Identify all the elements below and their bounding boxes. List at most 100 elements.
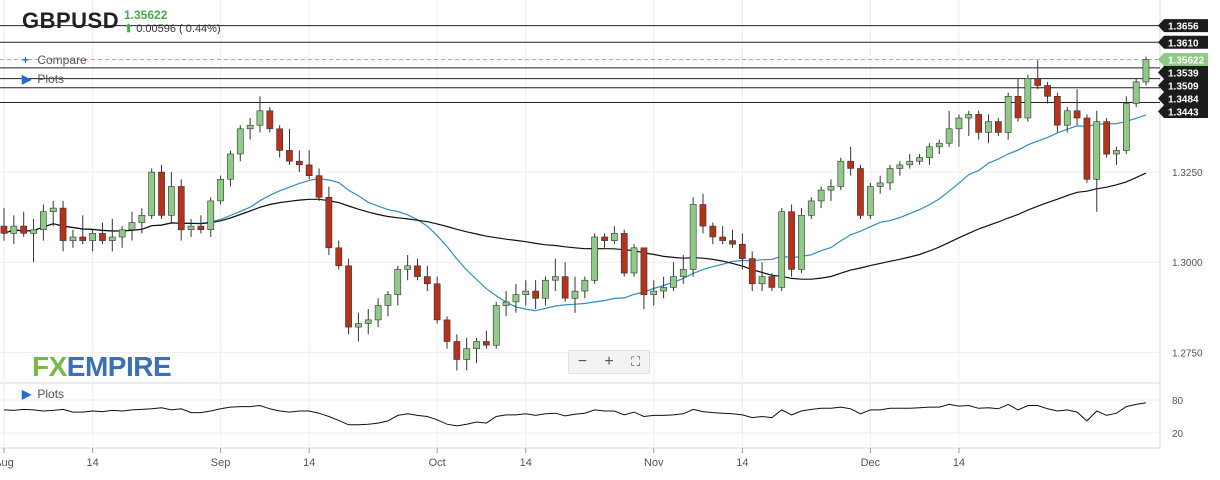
candle	[0, 208, 8, 241]
tag-shape	[1158, 19, 1208, 33]
candle	[620, 229, 628, 277]
candle	[433, 276, 441, 324]
candle	[719, 226, 726, 245]
candle-body	[906, 160, 914, 166]
candle-body	[492, 305, 500, 346]
candle-body	[227, 153, 234, 180]
candle-body	[89, 233, 96, 241]
candle-body	[10, 225, 18, 234]
candle	[1024, 74, 1032, 122]
candle-body	[236, 128, 244, 155]
zoom-out-button[interactable]: −	[577, 353, 588, 370]
fullscreen-button[interactable]: ⛶	[631, 354, 641, 369]
candle	[482, 330, 490, 349]
candle-body	[266, 110, 274, 130]
candle	[158, 164, 165, 219]
price-level-tags: 1.3656 1.3610 1.35622 1.3539 1.3509 1.3484 1.3…	[1158, 19, 1208, 118]
candle	[207, 197, 215, 237]
candle-body	[719, 236, 726, 241]
zoom-in-button[interactable]: +	[604, 353, 614, 370]
candle-body	[473, 341, 480, 349]
time-tick-label: Oct	[429, 457, 446, 469]
candle-body	[217, 179, 224, 202]
candle	[39, 204, 47, 241]
candle	[276, 125, 284, 158]
price-level-tag: 1.3610	[1158, 35, 1208, 49]
candle-body	[512, 294, 520, 303]
candle	[10, 215, 18, 245]
tag-label: 1.3656	[1168, 22, 1199, 33]
candle-body	[1014, 96, 1022, 119]
candle-body	[59, 207, 67, 241]
candle-body	[768, 276, 776, 288]
candle-body	[601, 236, 608, 241]
candle	[394, 265, 402, 306]
candle-body	[709, 225, 717, 238]
plots-control[interactable]: ▶ Plots	[22, 72, 64, 86]
candle	[935, 139, 943, 155]
candle	[660, 276, 667, 299]
compare-label: Compare	[37, 53, 87, 67]
candle-body	[1103, 121, 1110, 155]
candle-body	[99, 233, 106, 241]
candle-body	[443, 319, 451, 342]
candle	[217, 175, 224, 205]
candle	[955, 114, 963, 147]
candle	[463, 337, 471, 371]
candle	[364, 309, 372, 335]
candle	[1083, 114, 1091, 183]
candle-body	[39, 211, 47, 230]
indicator-plots-control[interactable]: ▶ Plots	[22, 387, 64, 401]
candle-body	[118, 229, 126, 238]
candle	[89, 229, 96, 252]
candle	[926, 143, 933, 165]
candle	[788, 204, 795, 277]
candle-body	[896, 164, 904, 169]
time-tick-label: 14	[303, 457, 315, 469]
candle	[571, 276, 579, 313]
candle-body	[955, 117, 963, 130]
change-percent: ( 0.44%)	[179, 23, 221, 35]
candle-body	[168, 186, 175, 216]
tag-label: 1.3484	[1168, 94, 1199, 105]
time-tick-label: Dec	[861, 457, 881, 469]
candle	[532, 280, 539, 310]
candle-body	[305, 164, 313, 176]
candle	[945, 110, 953, 147]
candle	[689, 197, 697, 277]
tag-shape	[1158, 52, 1208, 66]
candle	[522, 280, 530, 306]
candle	[177, 179, 185, 241]
candle	[1073, 89, 1081, 126]
time-tick-label: 14	[953, 457, 965, 469]
tag-label: 1.3610	[1168, 38, 1199, 49]
candle-body	[935, 142, 943, 148]
candle-body	[640, 247, 648, 296]
candle	[1113, 146, 1120, 165]
candle	[443, 316, 451, 349]
candle-body	[325, 197, 333, 249]
candle	[148, 168, 156, 219]
candle-body	[197, 225, 205, 231]
candle-body	[482, 341, 490, 346]
candle	[315, 168, 323, 201]
candle	[404, 254, 412, 281]
candle	[1063, 107, 1071, 133]
candle	[601, 233, 608, 248]
time-tick-label: Nov	[644, 457, 664, 469]
compare-control[interactable]: + Compare	[22, 53, 87, 67]
candle	[187, 218, 195, 237]
candle-body	[404, 265, 412, 270]
candle	[670, 262, 677, 292]
candle-body	[345, 265, 352, 328]
candle-body	[177, 186, 185, 231]
candle	[876, 175, 884, 194]
tag-shape	[1158, 104, 1208, 118]
time-tick-label: 14	[736, 457, 748, 469]
candle-body	[256, 110, 264, 126]
candle	[473, 337, 480, 364]
candle-body	[837, 160, 845, 187]
candle-body	[551, 276, 559, 281]
candle-body	[1073, 110, 1081, 119]
